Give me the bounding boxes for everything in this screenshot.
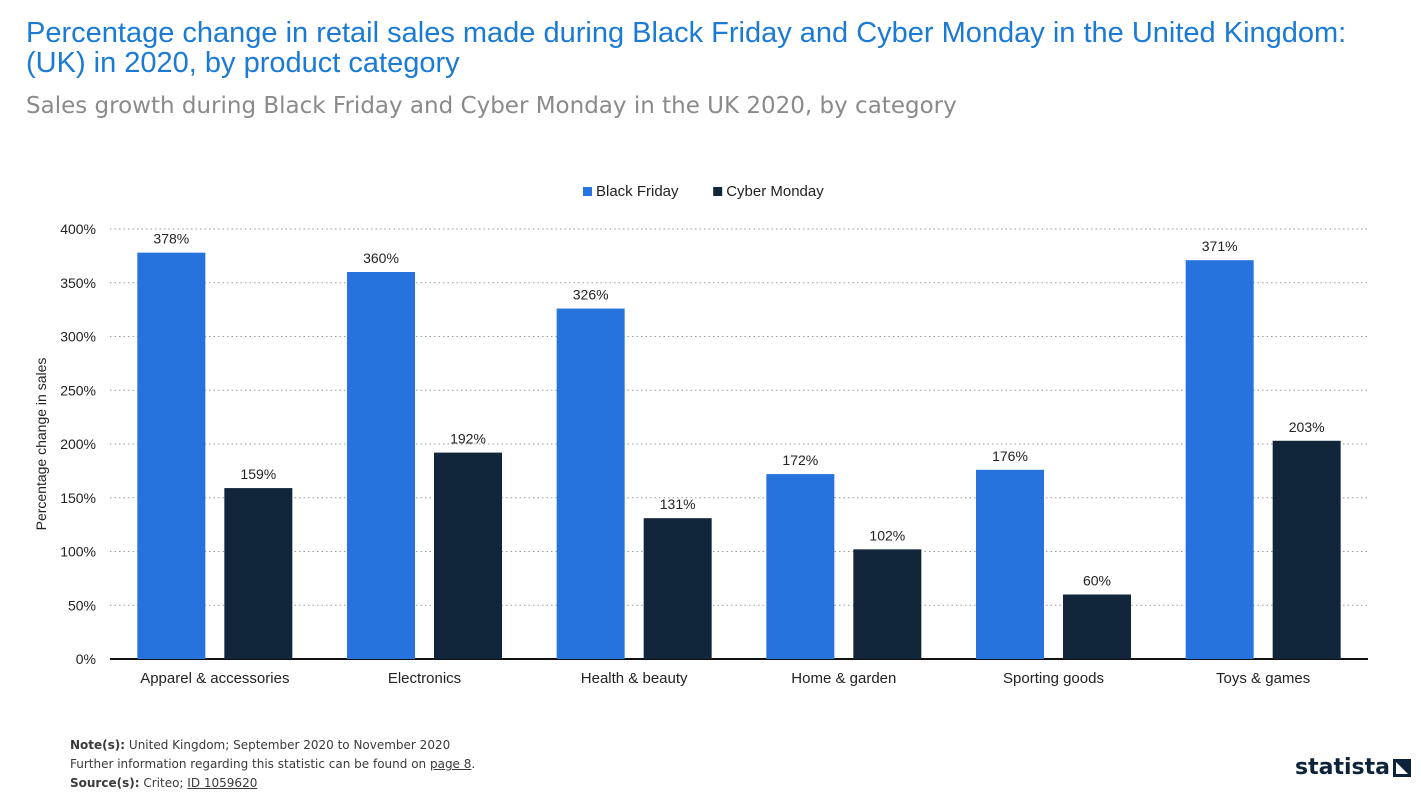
x-tick-label: Sporting goods <box>1003 670 1104 687</box>
statista-logo[interactable]: statista <box>1295 755 1411 780</box>
statista-arrow-icon <box>1393 758 1411 777</box>
x-tick-label: Home & garden <box>791 670 896 687</box>
further-info-line: Further information regarding this stati… <box>70 757 476 771</box>
bar <box>137 252 206 659</box>
notes-text: United Kingdom; September 2020 to Novemb… <box>128 738 451 752</box>
source-line: Source(s): Criteo; ID 1059620 <box>70 774 475 793</box>
bar-chart: 0% 50% 100% 150% 200% 250% 300% 350% 400% Percent… <box>33 183 1368 687</box>
source-label: Source(s): <box>70 776 140 790</box>
y-tick-label: 0% <box>76 651 96 667</box>
x-tick-label: Toys & games <box>1216 670 1310 687</box>
y-tick-label: 250% <box>60 382 96 398</box>
y-tick-label: 200% <box>60 436 96 452</box>
data-label: 371% <box>1202 238 1238 254</box>
source-text: Criteo; <box>143 776 184 790</box>
x-tick-label: Electronics <box>388 670 461 687</box>
bar <box>1185 260 1254 659</box>
logo-text: statista <box>1295 755 1390 780</box>
data-label: 60% <box>1083 573 1111 589</box>
data-label: 203% <box>1289 419 1325 435</box>
x-tick-label: Apparel & accessories <box>140 670 289 687</box>
data-label: 102% <box>869 527 905 543</box>
further-info-text: Further information regarding this stati… <box>70 757 427 771</box>
chart-title: Percentage change in retail sales made d… <box>26 17 1347 79</box>
legend-swatch <box>713 187 723 196</box>
source-id-link[interactable]: ID 1059620 <box>187 776 258 790</box>
bar <box>224 488 293 659</box>
page-link[interactable]: page 8 <box>429 757 472 771</box>
y-tick-label: 400% <box>60 221 96 237</box>
data-label: 176% <box>992 448 1028 464</box>
data-label: 360% <box>363 250 399 266</box>
y-tick-label: 150% <box>60 490 96 506</box>
data-label: 326% <box>573 287 609 303</box>
y-tick-label: 100% <box>60 544 96 560</box>
data-label: 159% <box>240 466 276 482</box>
bar <box>1063 594 1131 659</box>
bar <box>347 272 415 659</box>
y-tick-label: 50% <box>68 597 96 613</box>
data-label: 131% <box>660 496 696 512</box>
y-axis-title: Percentage change in sales <box>33 358 49 531</box>
legend-label: Black Friday <box>596 183 679 200</box>
notes-line: Note(s): United Kingdom; September 2020 … <box>70 736 475 755</box>
chart-subtitle: Sales growth during Black Friday and Cyb… <box>26 93 957 119</box>
data-label: 172% <box>782 452 818 468</box>
bar <box>643 518 712 659</box>
bar <box>1272 440 1341 659</box>
legend-label: Cyber Monday <box>726 183 824 200</box>
bar <box>434 452 502 659</box>
bar <box>556 308 625 659</box>
data-label: 192% <box>450 431 486 447</box>
chart-footer: Note(s): United Kingdom; September 2020 … <box>70 736 475 793</box>
x-tick-label: Health & beauty <box>581 670 688 687</box>
data-label: 378% <box>153 231 189 247</box>
y-tick-label: 300% <box>60 329 96 345</box>
notes-label: Note(s): <box>70 738 126 752</box>
bar <box>853 549 922 659</box>
legend-swatch <box>583 187 592 196</box>
bar <box>976 469 1044 659</box>
bar <box>766 474 835 659</box>
y-tick-label: 350% <box>60 275 96 291</box>
